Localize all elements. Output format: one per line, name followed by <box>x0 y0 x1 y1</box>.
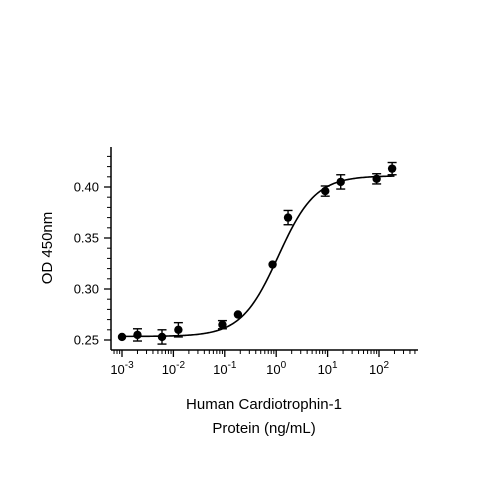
data-point <box>233 310 243 319</box>
y-tick-label: 0.35 <box>74 231 99 246</box>
x-tick-label: 102 <box>369 360 389 377</box>
data-point <box>321 186 330 196</box>
data-point <box>218 320 227 329</box>
data-point <box>387 164 397 173</box>
data-point <box>372 174 381 184</box>
x-axis-title-line-1: Human Cardiotrophin-1 <box>186 396 342 413</box>
x-tick-label: 10-2 <box>162 360 186 377</box>
x-tick-label: 100 <box>266 360 286 377</box>
points-layer <box>117 161 397 345</box>
x-axis-title-line-2: Protein (ng/mL) <box>212 420 315 437</box>
data-point <box>133 330 142 340</box>
data-point <box>336 177 345 187</box>
x-tick-label: 10-1 <box>213 360 237 377</box>
fit-layer <box>120 175 395 338</box>
y-tick-label: 0.30 <box>74 282 99 297</box>
fit-curve <box>120 175 395 338</box>
data-point <box>117 332 127 342</box>
y-axis-title: OD 450nm <box>39 212 56 285</box>
y-tick-label: 0.40 <box>74 180 99 195</box>
x-tick-label: 10-3 <box>110 360 134 377</box>
x-ticks: 10-3 10-2 10-1 100 101 102 <box>110 350 416 377</box>
data-point <box>268 260 277 269</box>
data-point <box>174 325 183 334</box>
data-point <box>157 332 167 342</box>
y-tick-label: 0.25 <box>74 333 99 348</box>
x-tick-label: 101 <box>318 360 338 377</box>
data-point <box>283 213 293 222</box>
y-ticks: 0.25 0.30 0.35 0.40 <box>74 155 111 348</box>
